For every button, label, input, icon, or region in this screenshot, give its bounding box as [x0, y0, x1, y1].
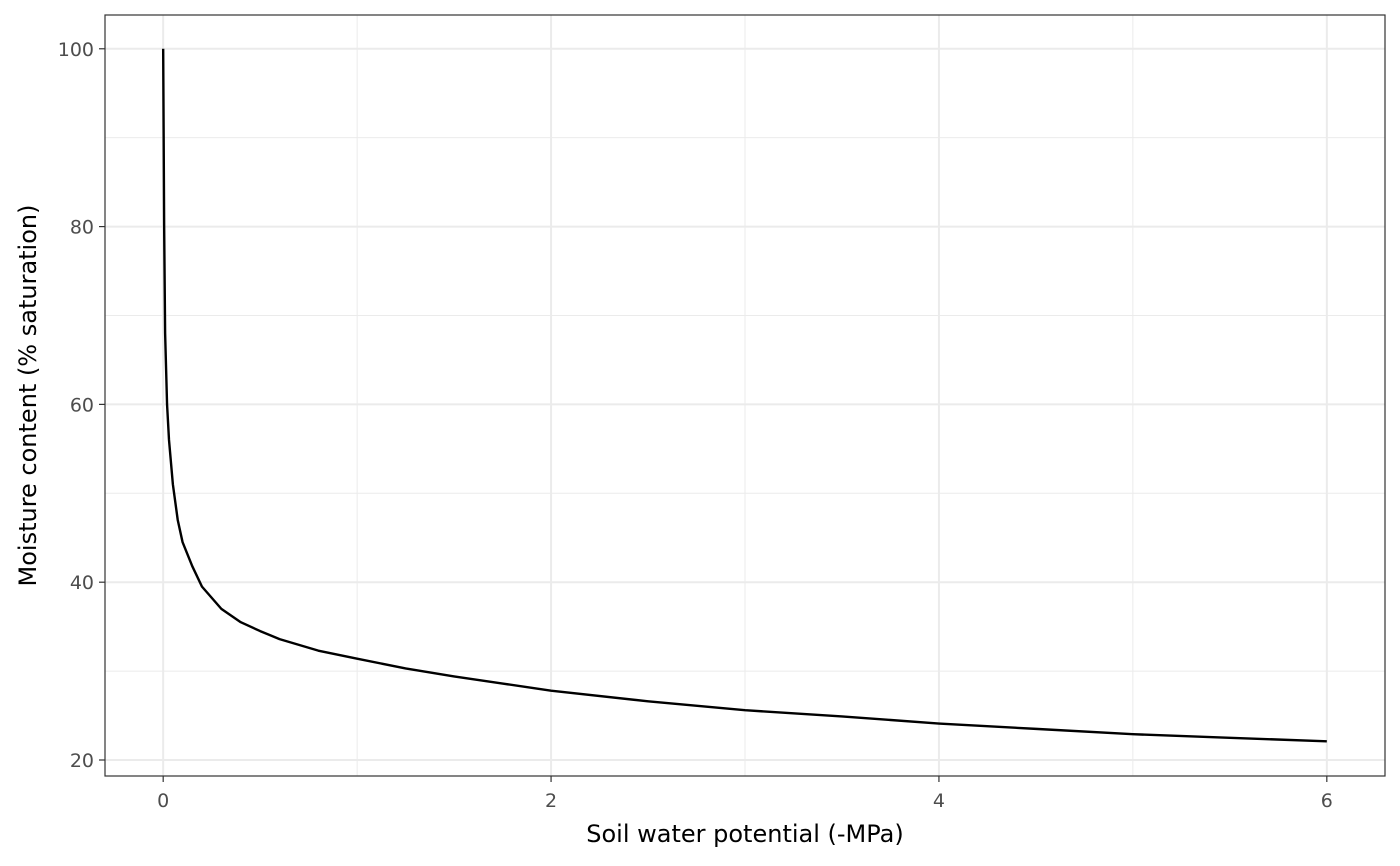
series-line — [161, 48, 1327, 743]
plot-panel-border — [104, 14, 1386, 777]
x-tick-label: 2 — [545, 790, 557, 812]
axis-layer: 0 2 4 6 20 40 60 80 100 — [58, 39, 1333, 812]
x-tick-label: 6 — [1321, 790, 1333, 812]
y-tick-label: 40 — [70, 572, 94, 594]
y-tick-label: 20 — [70, 750, 94, 772]
grid-layer — [105, 15, 1385, 776]
y-tick-label: 80 — [70, 217, 94, 239]
x-axis-title: Soil water potential (-MPa) — [586, 820, 903, 848]
x-tick-label: 0 — [157, 790, 169, 812]
y-axis-title: Moisture content (% saturation) — [14, 205, 42, 587]
x-tick-label: 4 — [933, 790, 945, 812]
data-layer — [161, 48, 1327, 743]
y-tick-label: 60 — [70, 394, 94, 416]
y-tick-label: 100 — [58, 39, 94, 61]
